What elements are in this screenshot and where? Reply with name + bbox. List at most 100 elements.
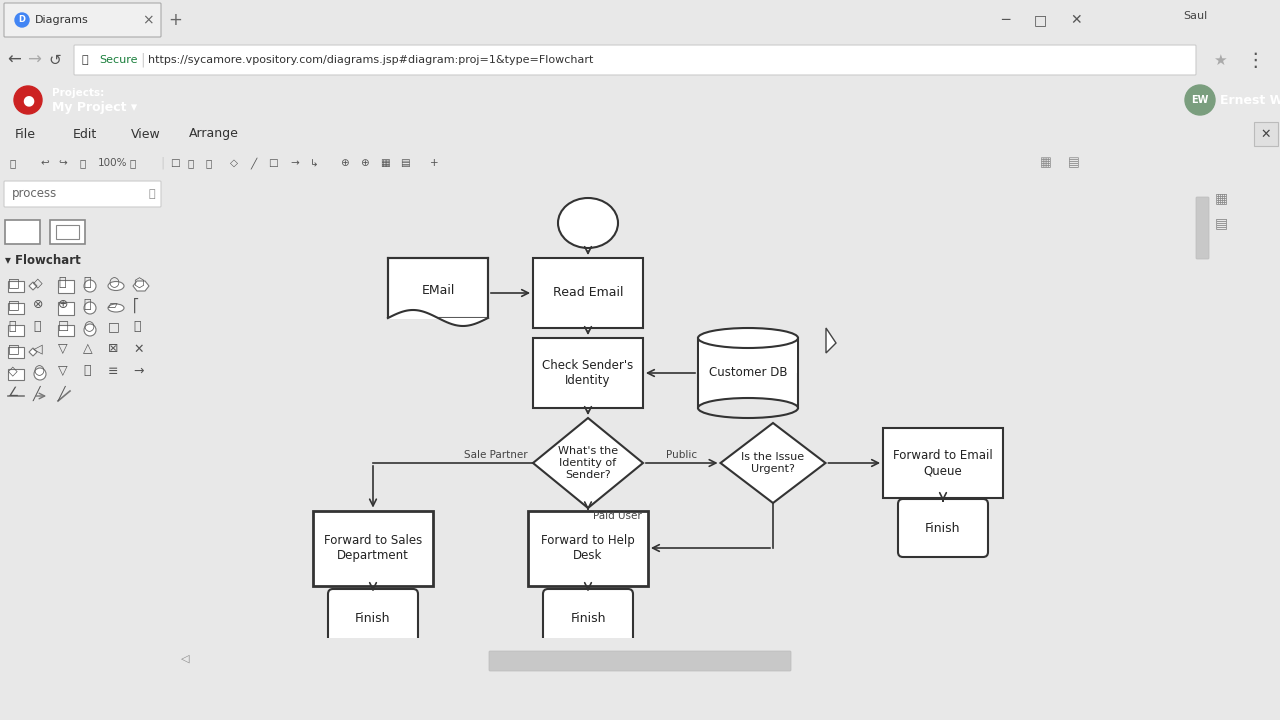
FancyBboxPatch shape bbox=[532, 258, 643, 328]
Text: Public: Public bbox=[666, 450, 698, 460]
Circle shape bbox=[84, 302, 96, 314]
FancyBboxPatch shape bbox=[699, 339, 797, 373]
Text: 🔍: 🔍 bbox=[148, 189, 155, 199]
Text: △: △ bbox=[83, 343, 92, 356]
Text: □: □ bbox=[8, 299, 19, 312]
Text: 💾: 💾 bbox=[10, 158, 17, 168]
Text: My Project ▾: My Project ▾ bbox=[52, 101, 137, 114]
Text: 🗑: 🗑 bbox=[206, 158, 212, 168]
Text: ▤: ▤ bbox=[1215, 216, 1228, 230]
Text: ↳: ↳ bbox=[310, 158, 319, 168]
Text: ×: × bbox=[142, 13, 154, 27]
Text: ▽: ▽ bbox=[58, 343, 68, 356]
Text: ▦: ▦ bbox=[1215, 191, 1228, 205]
Text: Forward to Email
Queue: Forward to Email Queue bbox=[893, 449, 993, 477]
Text: □: □ bbox=[268, 158, 278, 168]
Text: ∠: ∠ bbox=[8, 387, 19, 400]
FancyBboxPatch shape bbox=[8, 281, 24, 292]
FancyBboxPatch shape bbox=[328, 589, 419, 647]
FancyBboxPatch shape bbox=[4, 3, 161, 37]
Text: +: + bbox=[430, 158, 439, 168]
Text: ●: ● bbox=[22, 93, 35, 107]
FancyBboxPatch shape bbox=[388, 258, 488, 318]
FancyBboxPatch shape bbox=[50, 220, 84, 244]
Text: D: D bbox=[18, 16, 26, 24]
Text: EW: EW bbox=[1192, 95, 1208, 105]
FancyBboxPatch shape bbox=[58, 302, 74, 315]
Text: File: File bbox=[15, 127, 36, 140]
Text: ▦: ▦ bbox=[1039, 156, 1052, 169]
Text: ▽: ▽ bbox=[58, 364, 68, 377]
Text: ○: ○ bbox=[108, 276, 119, 289]
Text: ⌒: ⌒ bbox=[83, 299, 91, 312]
FancyBboxPatch shape bbox=[58, 279, 74, 292]
FancyBboxPatch shape bbox=[543, 589, 634, 647]
FancyBboxPatch shape bbox=[8, 346, 24, 358]
Text: ↩: ↩ bbox=[40, 158, 49, 168]
Text: →: → bbox=[27, 51, 41, 69]
FancyBboxPatch shape bbox=[314, 510, 433, 585]
Text: ≡: ≡ bbox=[108, 364, 119, 377]
Text: ⬜: ⬜ bbox=[83, 364, 91, 377]
Text: +: + bbox=[168, 11, 182, 29]
Text: Customer DB: Customer DB bbox=[709, 366, 787, 379]
Text: Ernest West ▾: Ernest West ▾ bbox=[1220, 94, 1280, 107]
Text: ◁: ◁ bbox=[180, 654, 189, 664]
Text: ⎡: ⎡ bbox=[133, 297, 140, 312]
Text: ✕: ✕ bbox=[1261, 127, 1271, 140]
Text: ✕: ✕ bbox=[133, 343, 143, 356]
Text: ○: ○ bbox=[33, 364, 44, 377]
Text: ⬛: ⬛ bbox=[8, 320, 15, 333]
FancyBboxPatch shape bbox=[8, 369, 24, 379]
Text: 🔒: 🔒 bbox=[82, 55, 88, 65]
Text: ⊕: ⊕ bbox=[360, 158, 369, 168]
FancyBboxPatch shape bbox=[698, 338, 797, 408]
Polygon shape bbox=[721, 423, 826, 503]
Text: →: → bbox=[291, 158, 298, 168]
Text: →: → bbox=[133, 364, 143, 377]
Text: □: □ bbox=[170, 158, 179, 168]
Text: ⬜: ⬜ bbox=[33, 320, 41, 333]
Text: ◁: ◁ bbox=[33, 343, 42, 356]
FancyBboxPatch shape bbox=[899, 499, 988, 557]
Polygon shape bbox=[133, 281, 148, 291]
Text: EMail: EMail bbox=[421, 284, 454, 297]
Ellipse shape bbox=[698, 328, 797, 348]
Text: □: □ bbox=[1033, 13, 1047, 27]
Text: Arrange: Arrange bbox=[189, 127, 239, 140]
Text: ╱: ╱ bbox=[33, 385, 41, 400]
Polygon shape bbox=[29, 282, 37, 290]
Text: ▱: ▱ bbox=[108, 299, 118, 312]
Text: What's the
Identity of
Sender?: What's the Identity of Sender? bbox=[558, 446, 618, 480]
Text: |: | bbox=[160, 156, 164, 169]
Text: ⬡: ⬡ bbox=[133, 276, 143, 289]
Text: ⊕: ⊕ bbox=[58, 299, 69, 312]
Text: Forward to Sales
Department: Forward to Sales Department bbox=[324, 534, 422, 562]
Text: ↺: ↺ bbox=[49, 53, 61, 68]
Text: https://sycamore.vpository.com/diagrams.jsp#diagram:proj=1&type=Flowchart: https://sycamore.vpository.com/diagrams.… bbox=[148, 55, 594, 65]
Text: ○: ○ bbox=[83, 320, 93, 333]
Text: Forward to Help
Desk: Forward to Help Desk bbox=[541, 534, 635, 562]
Text: 100%: 100% bbox=[99, 158, 128, 168]
FancyBboxPatch shape bbox=[8, 302, 24, 313]
Text: ▤: ▤ bbox=[399, 158, 410, 168]
Text: ▤: ▤ bbox=[1068, 156, 1080, 169]
Text: ◇: ◇ bbox=[8, 364, 18, 377]
Text: ⊕: ⊕ bbox=[340, 158, 348, 168]
Text: ╱: ╱ bbox=[250, 157, 256, 169]
Text: Edit: Edit bbox=[73, 127, 97, 140]
Text: ↪: ↪ bbox=[58, 158, 67, 168]
Text: □: □ bbox=[8, 343, 19, 356]
Polygon shape bbox=[29, 348, 37, 356]
Text: Finish: Finish bbox=[356, 611, 390, 624]
Text: ◇: ◇ bbox=[230, 158, 238, 168]
Ellipse shape bbox=[698, 398, 797, 418]
Polygon shape bbox=[826, 328, 836, 353]
Ellipse shape bbox=[108, 304, 124, 312]
FancyBboxPatch shape bbox=[532, 338, 643, 408]
Text: Finish: Finish bbox=[571, 611, 605, 624]
Text: Projects:: Projects: bbox=[52, 88, 104, 98]
Text: ⊗: ⊗ bbox=[33, 299, 44, 312]
Text: Saul: Saul bbox=[1183, 11, 1207, 21]
Ellipse shape bbox=[108, 282, 124, 290]
